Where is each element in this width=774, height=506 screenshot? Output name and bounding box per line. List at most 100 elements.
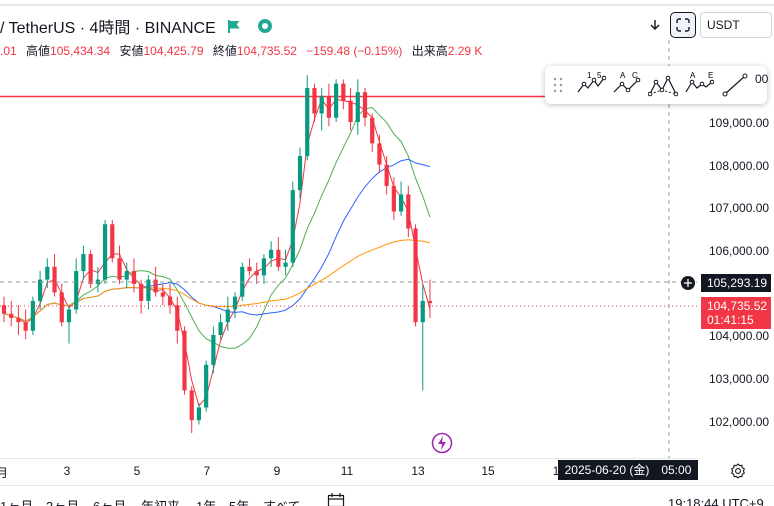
- tool-label-b: 5: [597, 72, 602, 80]
- range-ytd[interactable]: 年初来: [141, 496, 180, 506]
- candle: [74, 258, 79, 314]
- price-tick: 103,000.00: [709, 372, 770, 386]
- candle-body: [102, 224, 108, 280]
- lightning-icon[interactable]: [431, 432, 453, 454]
- candle-body: [232, 296, 238, 310]
- range-1m[interactable]: 1ヶ月: [0, 496, 33, 506]
- ma-long-line: [3, 239, 431, 322]
- candle: [30, 296, 35, 335]
- candle-body: [38, 279, 43, 301]
- trend-line-tool[interactable]: [717, 70, 753, 100]
- candle: [370, 113, 375, 152]
- candle-body: [182, 330, 187, 391]
- symbol-title[interactable]: / TetherUS · 4時間 · BINANCE: [0, 20, 216, 37]
- crosshair-date-label: 2025-06-20 (金) 05:00: [558, 460, 698, 480]
- abcd-pattern-tool[interactable]: [645, 70, 681, 100]
- candle: [326, 83, 331, 127]
- close-label: 終値: [212, 44, 237, 58]
- download-button[interactable]: [642, 12, 668, 38]
- candle: [102, 219, 108, 284]
- candle-body: [196, 407, 202, 421]
- candle: [1, 296, 7, 323]
- candle-body: [312, 87, 317, 114]
- range-3m[interactable]: 3ヶ月: [46, 496, 79, 506]
- tool-label-a: A: [690, 72, 696, 80]
- candle-body: [319, 96, 324, 114]
- symbol-header[interactable]: / TetherUS · 4時間 · BINANCE: [0, 14, 272, 38]
- bottom-toolbar: 1ヶ月 3ヶ月 6ヶ月 年初来 1年 5年 すべて 19:18:44 UTC+9: [0, 485, 774, 506]
- time-tick: 7: [203, 464, 211, 478]
- candle: [167, 283, 173, 314]
- price-chart[interactable]: [0, 40, 697, 458]
- candle: [139, 279, 144, 314]
- arrow-down-icon: [650, 20, 660, 30]
- candle-body: [110, 224, 115, 259]
- candle: [348, 87, 353, 131]
- drag-handle-icon[interactable]: [553, 77, 563, 93]
- open-value: .01: [0, 44, 17, 58]
- candle: [146, 275, 151, 310]
- currency-value: USDT: [707, 18, 740, 32]
- candle-body: [211, 335, 216, 365]
- candle-body: [160, 292, 165, 297]
- candle: [160, 283, 165, 306]
- price-axis[interactable]: 00 109,000.00 108,000.00 107,000.00 106,…: [697, 40, 774, 460]
- candle: [305, 75, 310, 161]
- candle: [16, 305, 21, 335]
- candle-body: [146, 279, 151, 301]
- flag-icon[interactable]: [227, 19, 240, 33]
- candle-body: [326, 96, 331, 118]
- candle-body: [74, 271, 79, 310]
- settings-gear-icon[interactable]: [729, 462, 747, 480]
- top-divider: [0, 4, 774, 6]
- range-1y[interactable]: 1年: [196, 496, 216, 506]
- time-axis[interactable]: 月 3 5 7 9 11 13 15 1: [0, 458, 697, 484]
- candle-body: [362, 92, 368, 118]
- time-tick: 9: [273, 464, 281, 478]
- time-tick: 13: [411, 464, 425, 478]
- candle: [45, 258, 50, 289]
- screenshot-button[interactable]: [670, 12, 696, 38]
- calendar-icon[interactable]: [327, 493, 345, 506]
- ma-slow-line: [3, 158, 431, 322]
- abcd-pattern-icon: [648, 75, 678, 97]
- candle: [117, 245, 122, 284]
- candle: [319, 87, 324, 131]
- tool-label-b: C: [632, 72, 638, 80]
- candle-body: [355, 92, 360, 122]
- candle: [131, 258, 137, 293]
- range-all[interactable]: すべて: [263, 496, 301, 506]
- candle-body: [341, 83, 346, 101]
- range-6m[interactable]: 6ヶ月: [93, 496, 126, 506]
- market-open-icon: [257, 19, 272, 33]
- currency-select[interactable]: USDT: [700, 12, 772, 38]
- time-tick: 月: [0, 466, 9, 480]
- candle-body: [377, 143, 382, 165]
- candle-body: [175, 305, 180, 331]
- candle: [66, 305, 72, 344]
- price-tick: 108,000.00: [709, 159, 770, 173]
- candle: [175, 296, 180, 344]
- candle-body: [139, 283, 144, 301]
- time-tick: 3: [63, 464, 71, 478]
- time-tick: 1: [552, 464, 560, 478]
- time-tick: 11: [340, 464, 354, 478]
- candle-body: [334, 83, 339, 118]
- low-value: 104,425.79: [143, 44, 204, 58]
- candle-body: [254, 271, 259, 276]
- add-alert-icon[interactable]: [679, 274, 697, 292]
- clock-display[interactable]: 19:18:44 UTC+9: [668, 496, 764, 506]
- range-5y[interactable]: 5年: [229, 496, 249, 506]
- close-value: 104,735.52: [236, 44, 297, 58]
- candle: [38, 271, 43, 310]
- price-tick: 104,000.00: [709, 329, 770, 343]
- time-tick: 5: [133, 464, 141, 478]
- candle: [254, 262, 259, 284]
- candle-body: [81, 254, 86, 272]
- candle-body: [30, 300, 35, 331]
- candle-body: [124, 271, 129, 280]
